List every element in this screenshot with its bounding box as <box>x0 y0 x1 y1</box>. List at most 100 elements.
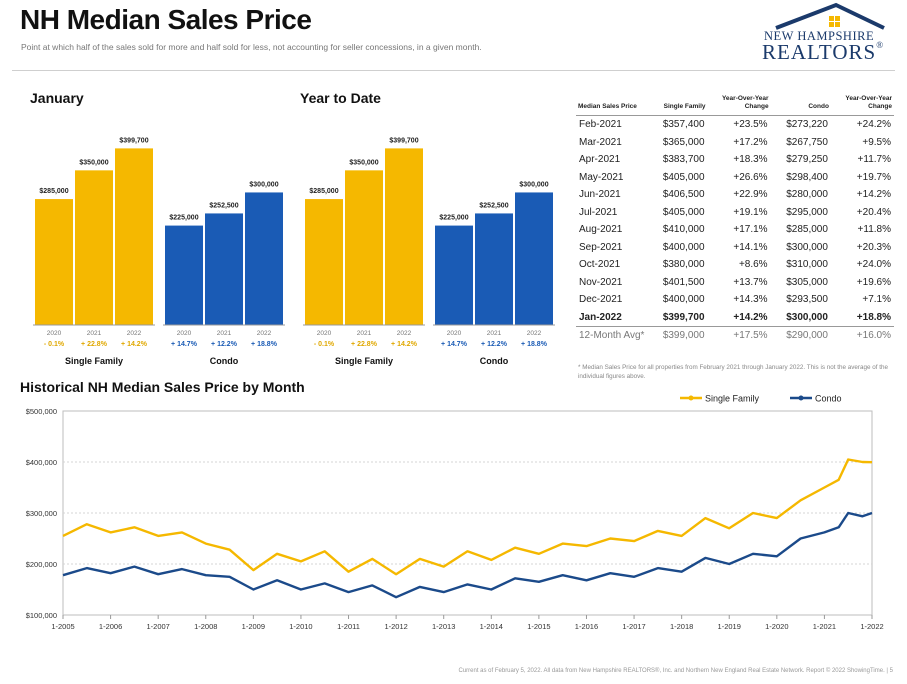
row-sf-change: +14.1% <box>733 241 768 253</box>
row-condo-price: $295,000 <box>786 206 828 218</box>
row-condo-change: +14.2% <box>856 189 891 201</box>
bar-condo-2020 <box>435 225 473 325</box>
bar-condo-2021 <box>205 213 243 325</box>
row-condo-change: +24.0% <box>856 259 891 271</box>
bar-value-label: $285,000 <box>309 188 338 195</box>
x-tick-label: 1-2016 <box>575 622 598 631</box>
house-roof-icon <box>775 2 885 30</box>
bar-value-label: $285,000 <box>39 188 68 195</box>
x-tick-label: 1-2014 <box>480 622 503 631</box>
bar-value-label: $350,000 <box>79 159 108 166</box>
row-month: Dec-2021 <box>579 294 623 306</box>
row-sf-change: +8.6% <box>738 259 768 271</box>
row-sf-change: +19.1% <box>733 206 768 218</box>
january-heading: January <box>30 90 84 106</box>
yoy-change-label: + 14.2% <box>391 341 418 348</box>
table-row: Nov-2021 $401,500 +13.7% $305,000 +19.6% <box>576 274 894 292</box>
row-condo-price: $279,250 <box>786 154 828 166</box>
avg-row: 12-Month Avg* $399,000 +17.5% $290,000 +… <box>576 327 894 345</box>
row-condo-change: +7.1% <box>862 294 891 306</box>
table-row: May-2021 $405,000 +26.6% $298,400 +19.7% <box>576 169 894 187</box>
row-condo-price: $273,220 <box>786 119 828 131</box>
table-row: Jan-2022 $399,700 +14.2% $300,000 +18.8% <box>576 308 894 327</box>
row-month: Aug-2021 <box>579 224 623 236</box>
ytd-heading: Year to Date <box>300 90 381 106</box>
yoy-change-label: + 18.8% <box>251 341 278 348</box>
bar-value-label: $252,500 <box>209 202 238 209</box>
group-label-condo: Condo <box>210 356 239 366</box>
row-month: Jun-2021 <box>579 189 621 201</box>
row-month: Jul-2021 <box>579 206 618 218</box>
row-sf-change: +23.5% <box>733 119 768 131</box>
yoy-change-label: + 14.2% <box>121 341 148 348</box>
x-tick-label: 1-2011 <box>337 622 360 631</box>
yoy-change-label: + 12.2% <box>481 341 508 348</box>
row-month: May-2021 <box>579 171 624 183</box>
row-sf-change: +22.9% <box>733 189 768 201</box>
page-subtitle: Point at which half of the sales sold fo… <box>21 42 482 52</box>
row-condo-price: $300,000 <box>786 241 828 253</box>
row-condo-change: +24.2% <box>856 119 891 131</box>
y-tick-label: $500,000 <box>26 407 57 416</box>
january-bar-chart: $285,000 2020 - 0.1% $350,000 2021 + 22.8% $39… <box>33 137 285 366</box>
historical-line-chart: $100,000 $200,000 $300,000 $400,000 $500,000… <box>26 394 884 632</box>
row-month: Apr-2021 <box>579 154 621 166</box>
row-sf-change: +26.6% <box>733 171 768 183</box>
header-condo: Condo <box>770 95 831 116</box>
logo-wordmark: REALTORS <box>762 40 877 64</box>
row-condo-change: +9.5% <box>862 136 891 148</box>
monthly-stats-table: Median Sales Price Single Family Year-Ov… <box>576 95 894 345</box>
row-sf-change: +14.3% <box>733 294 768 306</box>
y-tick-label: $100,000 <box>26 611 57 620</box>
bar-value-label: $399,700 <box>119 137 148 144</box>
row-condo-price: $305,000 <box>786 276 828 288</box>
row-condo-change: +20.3% <box>856 241 891 253</box>
x-tick-label: 1-2009 <box>242 622 265 631</box>
year-tick-label: 2021 <box>87 330 102 337</box>
x-tick-label: 1-2019 <box>718 622 741 631</box>
header-divider <box>12 70 895 71</box>
row-sf-price: $406,500 <box>662 189 705 201</box>
year-tick-label: 2020 <box>447 330 462 337</box>
header-condo-yoy: Year-Over-Year Change <box>830 95 894 116</box>
year-tick-label: 2021 <box>487 330 502 337</box>
row-sf-price: $400,000 <box>662 241 705 253</box>
year-tick-label: 2020 <box>47 330 62 337</box>
y-tick-label: $300,000 <box>26 509 57 518</box>
row-condo-price: $310,000 <box>786 259 828 271</box>
row-condo-change: +19.7% <box>856 171 891 183</box>
avg-label: 12-Month Avg* <box>579 330 645 342</box>
year-tick-label: 2021 <box>357 330 372 337</box>
bar-single-family-2021 <box>75 170 113 325</box>
row-month: Mar-2021 <box>579 136 622 148</box>
row-sf-change: +13.7% <box>733 276 768 288</box>
bar-value-label: $350,000 <box>349 159 378 166</box>
yoy-change-label: + 14.7% <box>441 341 468 348</box>
bar-single-family-2022 <box>115 148 153 325</box>
bar-single-family-2021 <box>345 170 383 325</box>
table-row: Dec-2021 $400,000 +14.3% $293,500 +7.1% <box>576 291 894 309</box>
x-tick-label: 1-2012 <box>384 622 407 631</box>
legend-swatch-marker <box>798 395 804 401</box>
bar-value-label: $252,500 <box>479 202 508 209</box>
table-footnote: * Median Sales Price for all properties … <box>578 364 889 380</box>
group-label-single-family: Single Family <box>65 356 123 366</box>
series-line-condo <box>62 511 873 599</box>
x-tick-label: 1-2008 <box>194 622 217 631</box>
row-month: Oct-2021 <box>579 259 621 271</box>
year-tick-label: 2020 <box>177 330 192 337</box>
row-sf-change: +18.3% <box>733 154 768 166</box>
x-tick-label: 1-2010 <box>289 622 312 631</box>
yoy-change-label: - 0.1% <box>44 341 65 348</box>
x-tick-label: 1-2020 <box>765 622 788 631</box>
row-sf-price: $410,000 <box>662 224 705 236</box>
row-sf-price: $401,500 <box>662 276 705 288</box>
bar-value-label: $225,000 <box>439 215 468 222</box>
bar-value-label: $300,000 <box>519 181 548 188</box>
y-tick-label: $200,000 <box>26 560 57 569</box>
avg-sf-change: +17.5% <box>733 330 768 342</box>
logo-registered-mark: ® <box>876 40 885 50</box>
table-header-row: Median Sales Price Single Family Year-Ov… <box>576 95 894 116</box>
x-tick-label: 1-2006 <box>99 622 122 631</box>
year-tick-label: 2021 <box>217 330 232 337</box>
